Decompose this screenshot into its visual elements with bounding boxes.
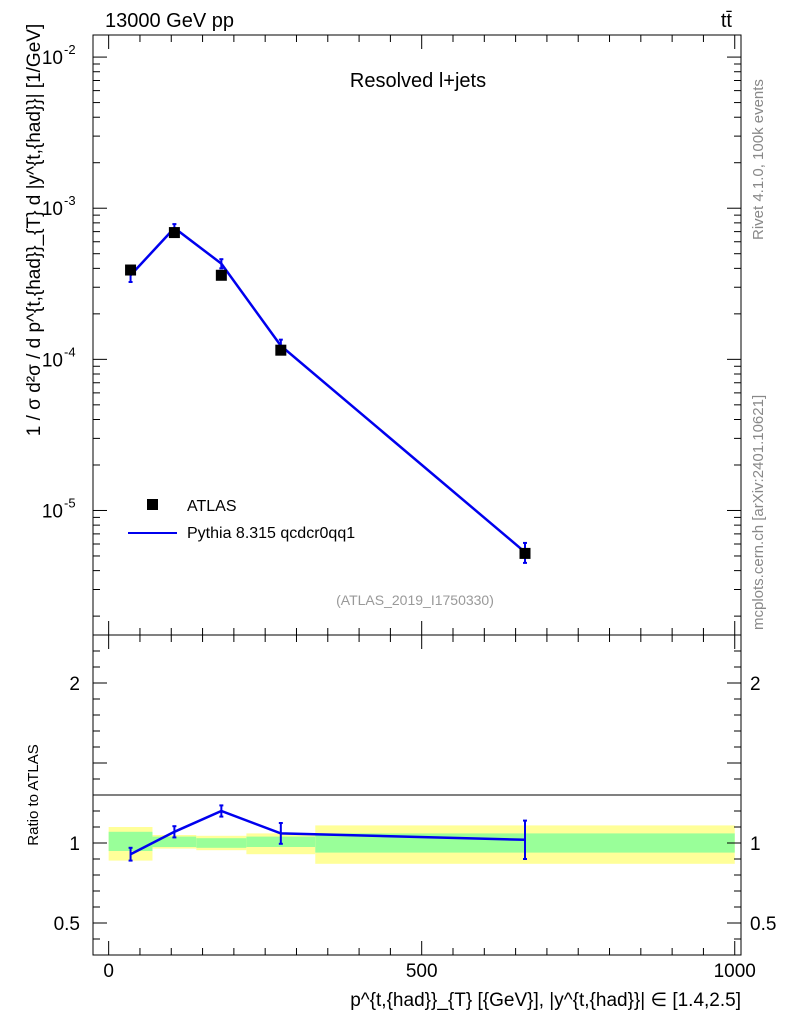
ratio-bands — [108, 825, 735, 864]
y-tick-label: 10 — [42, 350, 63, 371]
process-label: tt̄ — [721, 10, 733, 32]
ratio-stat-band — [108, 831, 153, 851]
y-tick-exponent: -4 — [64, 344, 76, 359]
legend-atlas-marker — [147, 499, 158, 510]
ratio-stat-band — [152, 836, 197, 847]
main-y-axis-label: 1 / σ d²σ / d p^{t,{had}}_{T} d |y^{t,{h… — [24, 24, 45, 436]
ratio-y-tick-label: 1 — [69, 834, 80, 855]
ratio-y-tick-label-right: 2 — [750, 674, 761, 695]
ratio-stat-band — [196, 838, 247, 848]
atlas-data-point — [215, 269, 227, 281]
atlas-data-point — [125, 264, 137, 276]
atlas-data-point — [168, 227, 180, 239]
y-tick-label: 10 — [42, 501, 63, 522]
legend: ATLAS Pythia 8.315 qcdcr0qq1 — [128, 498, 355, 542]
mcplots-label: mcplots.cern.ch [arXiv:2401.10621] — [750, 395, 767, 630]
energy-label: 13000 GeV pp — [105, 10, 234, 32]
analysis-tag: (ATLAS_2019_I1750330) — [336, 592, 494, 608]
ratio-y-axis-label: Ratio to ATLAS — [25, 744, 42, 845]
rivet-version-label: Rivet 4.1.0, 100k events — [750, 79, 767, 240]
x-axis-label: p^{t,{had}}_{T} [{GeV}], |y^{t,{had}}| ∈… — [350, 990, 741, 1011]
main-plot-frame — [92, 34, 742, 636]
ratio-axis-ticks: 0.5 0.5 1 1 2 2 0 500 1000 — [54, 635, 776, 982]
ratio-mc-series — [128, 804, 527, 862]
atlas-data-point — [275, 344, 287, 356]
y-tick-label: 10 — [42, 48, 63, 69]
ratio-y-tick-label-right: 0.5 — [750, 914, 776, 935]
ratio-y-tick-label-right: 1 — [750, 834, 761, 855]
legend-mc-label: Pythia 8.315 qcdcr0qq1 — [187, 525, 355, 542]
y-tick-exponent: -3 — [64, 193, 76, 208]
atlas-data-point — [519, 547, 531, 559]
x-tick-label: 1000 — [714, 961, 756, 982]
legend-atlas-label: ATLAS — [187, 498, 237, 515]
ratio-y-tick-label: 0.5 — [54, 914, 80, 935]
main-atlas-series — [125, 227, 531, 559]
x-tick-label: 500 — [406, 961, 438, 982]
y-tick-exponent: -5 — [64, 495, 76, 510]
x-tick-label: 0 — [103, 961, 114, 982]
y-tick-label: 10 — [42, 199, 63, 220]
y-tick-exponent: -2 — [64, 42, 76, 57]
plot-title: Resolved l+jets — [350, 70, 486, 92]
ratio-y-tick-label: 2 — [69, 674, 80, 695]
main-axis-ticks: 10-510-410-310-2 — [42, 35, 741, 635]
